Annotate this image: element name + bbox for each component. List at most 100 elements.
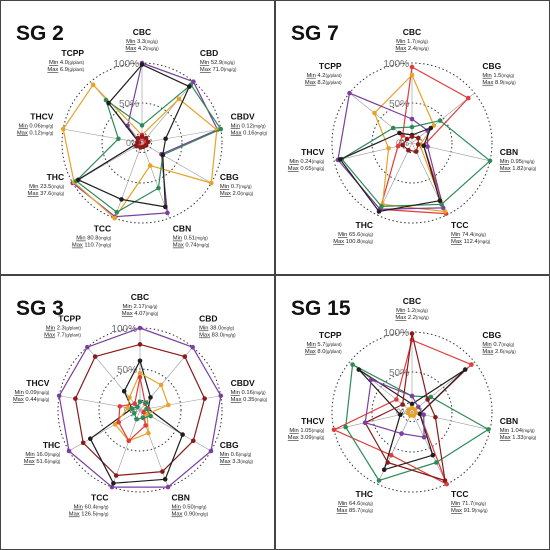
data-point bbox=[439, 202, 444, 207]
axis-label: CBN bbox=[500, 147, 518, 157]
ring-label-50: 50% bbox=[389, 99, 409, 110]
axis-label: CBDV bbox=[231, 111, 255, 121]
data-point bbox=[182, 354, 188, 359]
data-point bbox=[425, 144, 430, 149]
axis-spoke bbox=[139, 395, 221, 411]
axis-label: CBDV bbox=[231, 378, 255, 388]
data-point bbox=[141, 409, 146, 415]
data-point bbox=[430, 452, 436, 458]
data-point bbox=[112, 422, 118, 427]
ring-label-50: 50% bbox=[117, 365, 137, 376]
axis-label: THCV bbox=[30, 111, 53, 121]
data-point bbox=[390, 125, 396, 131]
axis-spoke bbox=[141, 81, 194, 144]
axis-label: CBC bbox=[133, 27, 151, 37]
data-point bbox=[466, 95, 471, 101]
data-point bbox=[388, 452, 394, 458]
data-point bbox=[442, 478, 448, 483]
data-point bbox=[60, 126, 66, 132]
axis-label: TCC bbox=[451, 220, 468, 230]
axis-max-label: Max 37.6(mg/g) bbox=[28, 191, 65, 197]
axis-max-label: Max 85.7(mg/g) bbox=[336, 508, 373, 514]
data-point bbox=[135, 135, 141, 141]
chart-title: SG 3 bbox=[16, 297, 64, 320]
data-point bbox=[162, 477, 168, 482]
axis-max-label: Max 0.65(mg/g) bbox=[288, 166, 325, 172]
axis-label: THCV bbox=[301, 416, 324, 426]
data-point bbox=[379, 204, 384, 209]
data-point bbox=[356, 367, 362, 372]
data-point bbox=[437, 118, 443, 123]
data-point bbox=[148, 413, 153, 419]
data-point bbox=[76, 177, 81, 183]
data-point bbox=[106, 100, 111, 106]
data-point bbox=[376, 209, 382, 214]
ring-label-100: 100% bbox=[113, 59, 139, 70]
axis-max-label: Max 2.2(mg/g) bbox=[395, 315, 429, 321]
data-point bbox=[406, 147, 411, 153]
radar-chart: SG 15 100% 50% 0% CBC Min 1.2(mg/g)Max 2.2(mg… bbox=[288, 296, 537, 514]
data-point bbox=[409, 401, 415, 407]
data-point bbox=[125, 405, 131, 411]
axis-min-label: Min 16.0(mg/g) bbox=[25, 452, 60, 458]
data-point bbox=[487, 158, 493, 164]
data-point bbox=[139, 123, 145, 128]
data-point bbox=[409, 64, 415, 70]
data-point bbox=[137, 358, 143, 364]
series-line bbox=[77, 63, 190, 208]
axis-min-label: Min 0.06(mg/g) bbox=[18, 123, 53, 129]
data-point bbox=[442, 209, 448, 214]
data-point bbox=[112, 215, 117, 221]
chart-title: SG 15 bbox=[291, 297, 351, 320]
data-point bbox=[144, 406, 149, 412]
axis-max-label: Max 110.7(mg/g) bbox=[72, 243, 112, 249]
data-point bbox=[129, 406, 135, 411]
data-point bbox=[135, 404, 140, 410]
data-point bbox=[409, 124, 415, 130]
series-line bbox=[74, 343, 206, 477]
data-point bbox=[202, 396, 207, 401]
axis-max-label: Max 7.7(g/plant) bbox=[44, 333, 81, 339]
data-point bbox=[144, 400, 149, 405]
axis-spoke bbox=[411, 411, 447, 485]
data-point bbox=[362, 420, 368, 426]
axis-label: CBC bbox=[403, 296, 421, 306]
axis-label: TCPP bbox=[319, 330, 342, 340]
data-point bbox=[350, 362, 355, 367]
data-point bbox=[116, 136, 121, 142]
axis-min-label: Min 0.51(mg/g) bbox=[173, 236, 208, 242]
data-point bbox=[416, 404, 421, 410]
data-point bbox=[180, 432, 185, 437]
axis-min-label: Min 0.50(mg/g) bbox=[172, 505, 207, 511]
axis-max-label: Max 100.8(mg/g) bbox=[333, 239, 373, 245]
data-point bbox=[437, 198, 443, 203]
data-point bbox=[411, 413, 417, 418]
radar-chart: SG 2 100% 50% 0% CBC Min 3.3(mg/g)Max 4.2(mg/… bbox=[16, 22, 268, 249]
data-point bbox=[137, 374, 143, 380]
axis-min-label: Min 38.0(mg/g) bbox=[199, 326, 234, 332]
chart-title: SG 7 bbox=[291, 22, 339, 45]
data-point bbox=[191, 79, 196, 84]
axis-max-label: Max 0.12(mg/g) bbox=[17, 130, 54, 136]
axis-min-label: Min 0.16(mg/g) bbox=[231, 390, 266, 396]
data-point bbox=[134, 143, 139, 149]
axis-min-label: Min 5.7(g/plant) bbox=[306, 342, 342, 348]
data-point bbox=[126, 438, 132, 444]
data-point bbox=[444, 481, 450, 487]
data-point bbox=[166, 402, 171, 408]
axis-label: THCV bbox=[26, 378, 49, 388]
data-point bbox=[138, 145, 143, 150]
data-point bbox=[163, 136, 168, 142]
axis-max-label: Max 8.0(g/plant) bbox=[305, 349, 342, 355]
data-point bbox=[137, 370, 143, 376]
axis-max-label: Max 51.6(mg/g) bbox=[24, 459, 61, 465]
data-point bbox=[132, 401, 137, 407]
data-point bbox=[369, 377, 374, 382]
axis-label: CBG bbox=[220, 172, 239, 182]
axis-min-label: Min 1.2(mg/g) bbox=[396, 308, 428, 314]
axis-max-label: Max 71.0(mg/g) bbox=[200, 67, 237, 73]
series-line bbox=[114, 372, 169, 442]
